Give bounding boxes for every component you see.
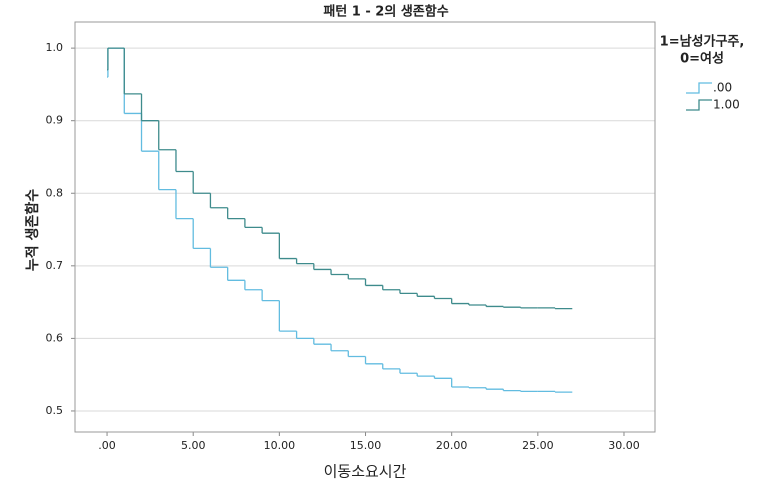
legend-label: 1.00	[713, 98, 740, 112]
x-tick-label: 5.00	[181, 439, 206, 452]
y-tick-label: 0.7	[46, 259, 64, 272]
x-tick-label: 25.00	[522, 439, 554, 452]
legend-label: .00	[713, 81, 732, 95]
x-tick-label: .00	[98, 439, 116, 452]
y-tick-label: 1.0	[46, 41, 64, 54]
x-tick-label: 15.00	[350, 439, 382, 452]
x-axis-label: 이동소요시간	[324, 463, 407, 481]
y-tick-label: 0.5	[46, 404, 64, 417]
x-tick-label: 30.00	[608, 439, 640, 452]
y-tick-label: 0.6	[46, 331, 64, 344]
x-tick-label: 20.00	[436, 439, 468, 452]
y-tick-label: 0.8	[46, 186, 64, 199]
legend-swatch	[686, 99, 712, 111]
legend-swatch	[686, 82, 712, 94]
legend-title: 0=여성	[680, 51, 724, 67]
chart-title: 패턴 1 - 2의 생존함수	[323, 4, 448, 20]
y-tick-label: 0.9	[46, 114, 64, 127]
x-tick-label: 10.00	[264, 439, 296, 452]
y-axis-label: 누적 생존함수	[24, 189, 41, 271]
plot-frame	[74, 21, 656, 433]
legend-title: 1=남성가구주,	[660, 34, 745, 50]
